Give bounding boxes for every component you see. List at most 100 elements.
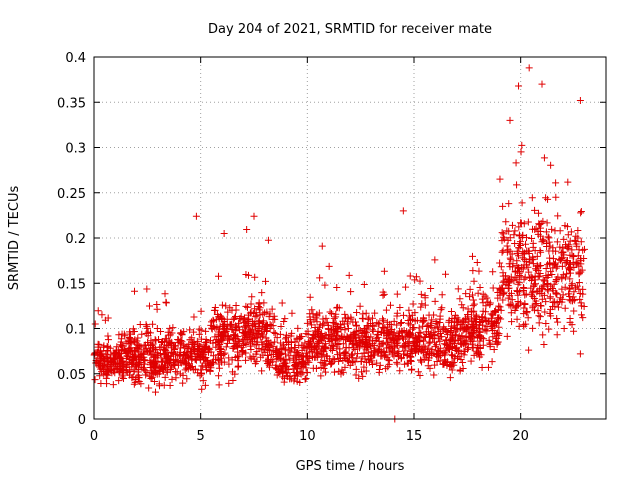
data-point [308,321,316,329]
data-point [369,326,377,334]
data-point [282,333,290,341]
data-point [255,299,263,307]
data-point [91,376,99,384]
data-point [259,310,267,318]
data-point [422,328,430,336]
data-point [259,351,267,359]
data-point [181,366,189,374]
data-point [571,296,579,304]
data-point [412,273,420,281]
data-point [269,343,277,351]
data-point [238,348,246,356]
data-point [520,261,528,269]
data-point [91,350,99,358]
data-point [422,353,430,361]
data-point [535,209,543,217]
x-axis-title: GPS time / hours [296,459,405,474]
data-point [403,359,411,367]
data-point [278,299,286,307]
data-point [524,314,532,322]
data-point [573,282,581,290]
data-point [510,231,518,239]
data-point [464,344,472,352]
data-point [536,269,544,277]
data-point [313,318,321,326]
data-point [247,339,255,347]
data-point [547,267,555,275]
data-point [163,341,171,349]
data-point [285,340,293,348]
data-point [560,324,568,332]
data-point [444,342,452,350]
data-point [222,343,230,351]
data-point [369,337,377,345]
data-point [332,335,340,343]
data-point [97,380,105,388]
data-point [117,335,125,343]
data-point [138,330,146,338]
data-point [506,116,514,124]
data-point [515,252,523,260]
data-point [258,289,266,297]
data-point [200,350,208,358]
data-point [427,285,435,293]
data-point [540,291,548,299]
data-point [295,350,303,358]
data-point [203,338,211,346]
data-point [308,353,316,361]
data-point [365,358,373,366]
data-point [395,335,403,343]
data-point [473,258,481,266]
data-point [362,334,370,342]
data-point [565,241,573,249]
data-point [522,240,530,248]
data-point [528,234,536,242]
data-point [299,352,307,360]
data-point [431,361,439,369]
data-point [402,343,410,351]
data-point [545,325,553,333]
data-point [505,301,513,309]
data-point [375,319,383,327]
data-point [528,194,536,202]
data-point [549,298,557,306]
data-point [330,368,338,376]
data-point [345,353,353,361]
y-tick-label: 0.25 [57,187,86,202]
data-point [570,327,578,335]
data-point [546,310,554,318]
data-point [135,371,143,379]
data-point [171,346,179,354]
data-point [289,365,297,373]
data-point [222,302,230,310]
data-point [525,268,533,276]
data-point [390,352,398,360]
data-point [377,340,385,348]
data-point [542,298,550,306]
data-point [358,314,366,322]
data-point [429,329,437,337]
data-point [455,353,463,361]
data-point [189,339,197,347]
data-point [517,219,525,227]
data-point [469,267,477,275]
data-point [104,332,112,340]
data-point [211,333,219,341]
data-point [496,291,504,299]
data-point [496,259,504,267]
data-point [419,314,427,322]
data-point [441,356,449,364]
data-point [236,326,244,334]
data-points [90,64,589,423]
data-point [332,336,340,344]
data-point [362,367,370,375]
data-point [276,330,284,338]
data-point [539,236,547,244]
data-point [143,368,151,376]
data-point [417,329,425,337]
data-point [424,362,432,370]
data-point [136,359,144,367]
data-point [536,262,544,270]
data-point [310,335,318,343]
data-point [360,325,368,333]
